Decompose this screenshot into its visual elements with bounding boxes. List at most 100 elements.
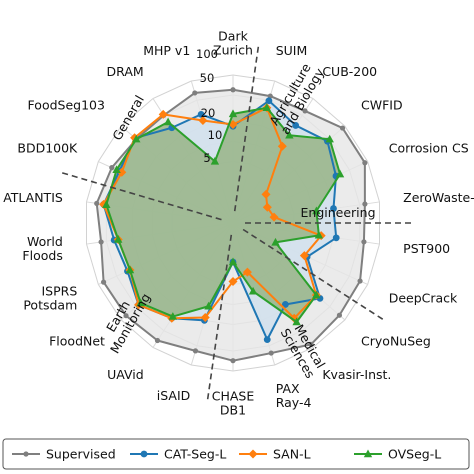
- category-label: Dark Zurich: [213, 29, 253, 58]
- legend-item-san-l: SAN-L: [239, 447, 311, 462]
- category-label: UAVid: [107, 367, 144, 382]
- category-label: CHASE DB1: [212, 389, 255, 418]
- group-divider: [61, 172, 222, 221]
- data-point: [163, 117, 173, 126]
- category-label: FoodSeg103: [28, 98, 105, 113]
- data-point: [261, 189, 271, 199]
- data-point: [271, 237, 280, 246]
- data-point: [335, 169, 345, 178]
- data-point: [158, 109, 168, 119]
- group-divider: [206, 234, 233, 400]
- series-lines: [94, 87, 368, 364]
- data-point: [363, 449, 373, 458]
- category-label: CUB-200: [322, 64, 377, 79]
- data-point: [268, 350, 274, 356]
- legend-label: Supervised: [46, 447, 116, 462]
- radial-tick-labels: 5 10 20 50 100: [196, 47, 222, 165]
- data-point: [339, 125, 346, 131]
- data-point: [330, 205, 337, 212]
- data-point: [332, 234, 340, 242]
- category-label: FloodNet: [49, 333, 105, 348]
- category-label: MHP v1: [143, 43, 190, 58]
- data-point: [210, 156, 220, 165]
- legend-label: CAT-Seg-L: [164, 447, 226, 462]
- data-point: [154, 337, 161, 344]
- data-point: [285, 130, 294, 139]
- tick-label-100: 100: [196, 47, 218, 61]
- fill-ovseg-l: [106, 107, 341, 322]
- data-point: [230, 87, 236, 93]
- category-label: SUIM: [276, 43, 308, 58]
- tick-label-50: 50: [200, 71, 215, 85]
- series-ovseg-l: [102, 103, 345, 326]
- data-point: [312, 290, 321, 299]
- category-label: CryoNuSeg: [361, 333, 431, 348]
- data-point: [248, 286, 258, 295]
- legend-label: OVSeg-L: [388, 447, 441, 462]
- legend-item-cat-seg-l: CAT-Seg-L: [130, 447, 226, 462]
- category-label: ATLANTIS: [3, 190, 63, 205]
- data-point: [192, 90, 198, 96]
- category-label: CWFID: [361, 98, 403, 113]
- data-point: [314, 230, 324, 239]
- data-point: [228, 109, 238, 118]
- data-point: [125, 265, 135, 274]
- data-point: [136, 298, 145, 307]
- data-point: [281, 301, 289, 308]
- category-label: PST900: [403, 241, 450, 256]
- legend-label: SAN-L: [273, 447, 311, 462]
- data-point: [140, 450, 148, 458]
- data-point: [200, 312, 210, 322]
- data-point: [357, 278, 363, 284]
- data-point: [204, 301, 213, 310]
- data-point: [362, 201, 368, 207]
- data-point: [117, 167, 127, 177]
- data-point: [292, 317, 301, 326]
- category-label: iSAID: [157, 388, 191, 403]
- data-point: [308, 341, 314, 347]
- data-point: [168, 312, 178, 320]
- data-point: [98, 239, 104, 245]
- data-point: [123, 313, 129, 319]
- category-label: PAX Ray-4: [276, 381, 312, 410]
- data-point: [230, 358, 236, 364]
- group-divider: [233, 46, 260, 212]
- data-point: [312, 206, 321, 215]
- category-label: Kvasir-Inst.: [322, 367, 391, 382]
- data-point: [197, 110, 205, 118]
- data-point: [23, 451, 29, 457]
- category-labels: Dark Zurich SUIM CUB-200 CWFID Corrosion CS Ze…: [3, 29, 474, 418]
- group-dividers: [61, 46, 411, 400]
- data-point: [113, 235, 123, 243]
- data-point: [325, 134, 334, 143]
- data-point: [299, 251, 309, 261]
- data-point: [263, 336, 271, 344]
- data-point: [302, 108, 308, 114]
- legend-box: [2, 438, 470, 470]
- data-point: [265, 97, 273, 105]
- data-point: [336, 312, 343, 318]
- tick-label-20: 20: [201, 106, 216, 120]
- category-label: Corrosion CS: [389, 141, 469, 156]
- data-point: [262, 103, 272, 112]
- data-point: [228, 276, 238, 286]
- data-point: [102, 200, 111, 208]
- group-label: Engineering: [301, 205, 376, 220]
- tick-label-10: 10: [208, 128, 223, 142]
- category-label: World Floods: [22, 234, 62, 263]
- series-supervised: [94, 87, 368, 364]
- legend-item-supervised: Supervised: [12, 447, 116, 462]
- category-label: ISPRS Potsdam: [23, 283, 77, 312]
- category-label: BDD100K: [17, 141, 78, 156]
- data-point: [362, 160, 368, 166]
- data-point: [132, 134, 141, 143]
- tick-label-5: 5: [203, 151, 210, 165]
- data-point: [192, 348, 199, 354]
- category-label: DRAM: [107, 64, 144, 79]
- data-point: [242, 267, 252, 277]
- legend: Supervised CAT-Seg-L SAN-L OVSeg-L: [2, 438, 470, 470]
- data-point: [100, 279, 107, 285]
- data-point: [248, 449, 258, 459]
- data-point: [262, 202, 272, 212]
